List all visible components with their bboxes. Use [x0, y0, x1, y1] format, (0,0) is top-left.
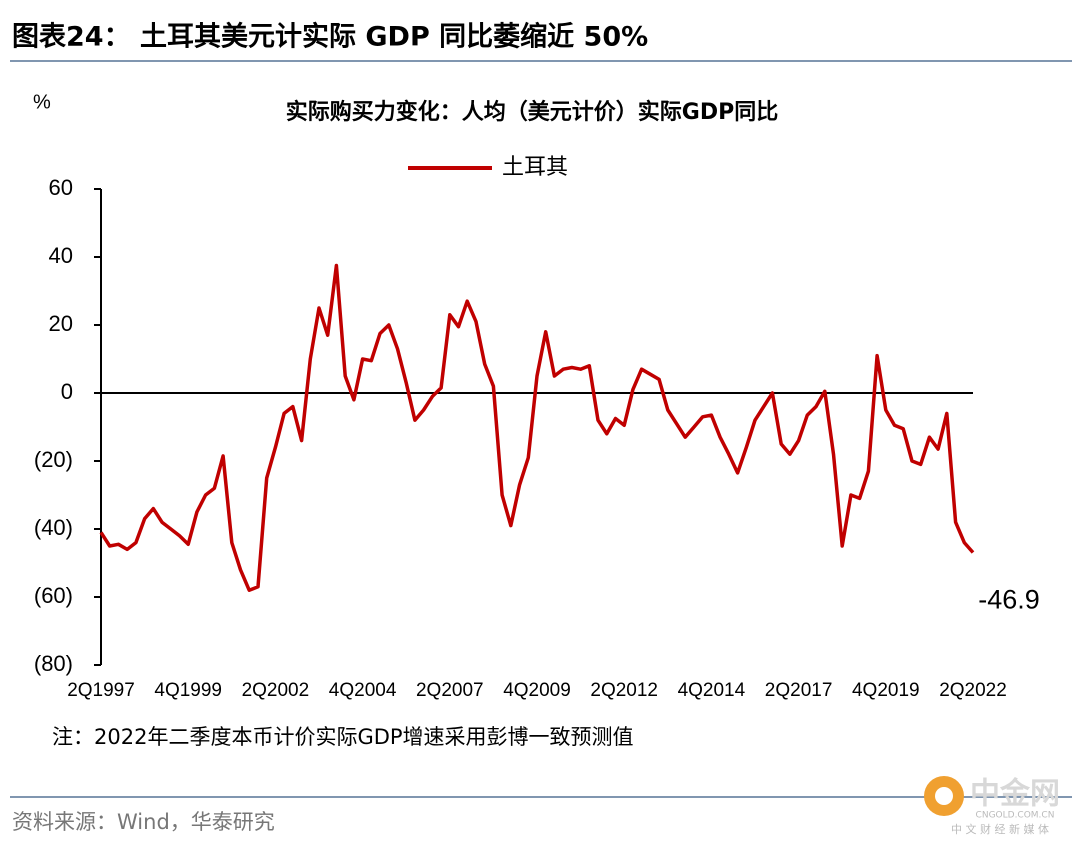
watermark-slogan: 中 文 财 经 新 媒 体 — [951, 822, 1049, 836]
y-unit: % — [33, 91, 51, 113]
annotation: -46.9 — [978, 585, 1040, 615]
y-tick-label: (80) — [34, 651, 73, 676]
x-tick-label: 4Q2014 — [678, 680, 746, 701]
x-tick-label: 2Q2017 — [765, 680, 833, 701]
watermark-site: CNGOLD.COM.CN — [976, 811, 1055, 821]
x-tick-label: 4Q1999 — [154, 680, 222, 701]
y-tick-label: 40 — [49, 243, 73, 268]
x-tick-label: 2Q2002 — [242, 680, 310, 701]
x-tick-label: 4Q2019 — [852, 680, 920, 701]
series-line — [99, 263, 975, 592]
watermark-logo-inner — [935, 787, 953, 805]
y-tick-label: (40) — [34, 515, 73, 540]
y-tick-label: 60 — [49, 175, 73, 200]
y-tick-label: (60) — [34, 583, 73, 608]
y-tick-label: 20 — [49, 311, 73, 336]
note: 注：2022年二季度本币计价实际GDP增速采用彭博一致预测值 — [52, 725, 634, 749]
y-tick-label: 0 — [61, 379, 73, 404]
legend-label: 土耳其 — [502, 155, 568, 180]
chart-title: 实际购买力变化：人均（美元计价）实际GDP同比 — [286, 99, 778, 125]
y-tick-label: (20) — [34, 447, 73, 472]
header-title: 图表24： 土耳其美元计实际 GDP 同比萎缩近 50% — [12, 21, 648, 53]
x-tick-label: 2Q2022 — [939, 680, 1007, 701]
source: 资料来源：Wind，华泰研究 — [12, 810, 275, 834]
x-tick-label: 2Q2007 — [416, 680, 484, 701]
x-tick-label: 4Q2009 — [503, 680, 571, 701]
watermark-name: 中金网 — [970, 777, 1060, 812]
x-tick-label: 2Q2012 — [590, 680, 658, 701]
x-tick-label: 4Q2004 — [329, 680, 397, 701]
x-tick-label: 2Q1997 — [67, 680, 135, 701]
